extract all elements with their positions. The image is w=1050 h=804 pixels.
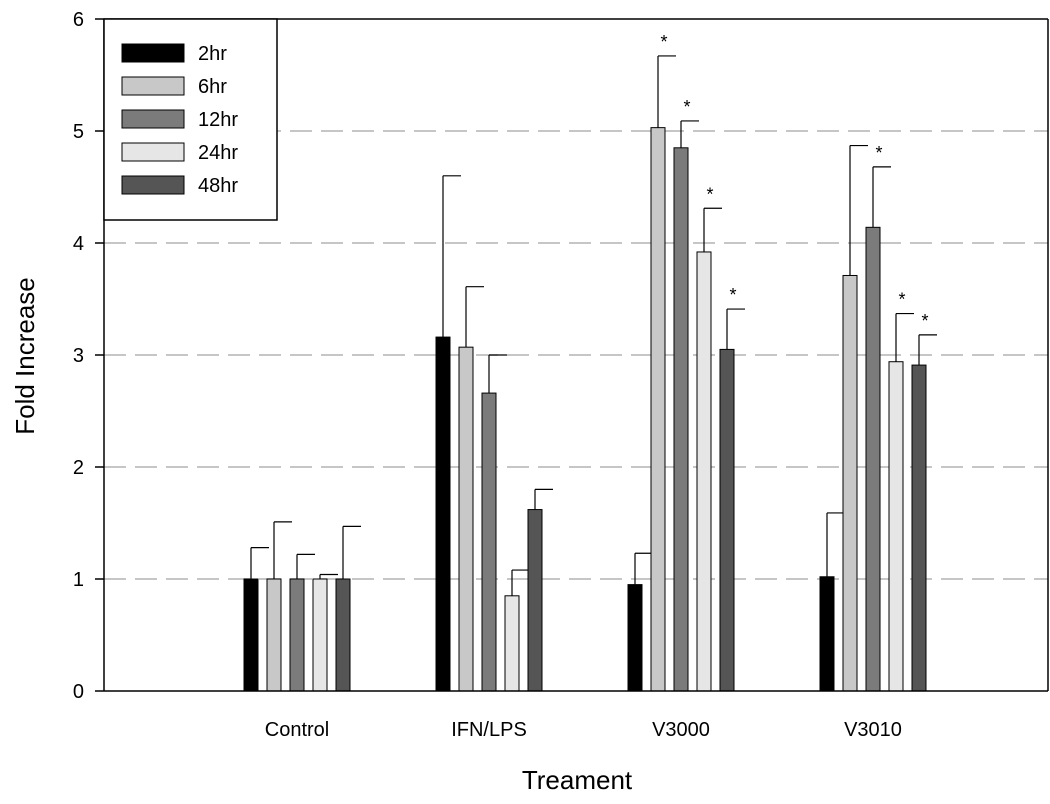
x-tick-label: V3000 xyxy=(652,719,710,741)
significance-marker: * xyxy=(706,184,713,204)
legend-swatch xyxy=(121,43,185,63)
labels-layer: * * * * * * * 0 1 2 3 4 5 6 Control IFN/LPS V3000 V3010 xyxy=(73,9,929,741)
legend: 2hr 6hr 12hr 24hr 48hr xyxy=(103,18,278,221)
significance-marker: * xyxy=(898,290,905,310)
bar-2hr-control xyxy=(243,578,259,692)
bar-2hr-ifn-lps xyxy=(435,336,451,692)
y-tick-label: 4 xyxy=(73,233,84,255)
bars-layer xyxy=(243,55,937,692)
bar-12hr-v3000 xyxy=(673,147,689,692)
bar-48hr-v3000 xyxy=(719,348,735,692)
y-tick-label: 2 xyxy=(73,457,84,479)
legend-swatch xyxy=(121,109,185,129)
bar-24hr-v3000 xyxy=(696,251,712,692)
x-tick-label: V3010 xyxy=(844,719,902,741)
bar-48hr-ifn-lps xyxy=(527,509,543,692)
legend-swatch xyxy=(121,142,185,162)
y-tick-label: 0 xyxy=(73,681,84,703)
significance-marker: * xyxy=(875,143,882,163)
legend-label: 24hr xyxy=(198,142,238,164)
legend-label: 6hr xyxy=(198,76,227,98)
y-tick-label: 3 xyxy=(73,345,84,367)
legend-label: 48hr xyxy=(198,175,238,197)
bar-24hr-control xyxy=(312,578,328,692)
legend-label: 2hr xyxy=(198,43,227,65)
significance-marker: * xyxy=(683,97,690,117)
bar-24hr-v3010 xyxy=(888,361,904,692)
bar-6hr-v3010 xyxy=(842,274,858,692)
x-tick-label: IFN/LPS xyxy=(451,719,527,741)
significance-marker: * xyxy=(729,285,736,305)
y-tick-label: 6 xyxy=(73,9,84,31)
bar-2hr-v3010 xyxy=(819,576,835,692)
x-axis-title: Treament xyxy=(522,765,633,795)
y-axis-title: Fold Increase xyxy=(10,277,40,435)
bar-48hr-control xyxy=(335,578,351,692)
x-tick-label: Control xyxy=(265,719,329,741)
y-tick-label: 5 xyxy=(73,121,84,143)
significance-marker: * xyxy=(660,32,667,52)
bar-6hr-control xyxy=(266,578,282,692)
legend-swatch xyxy=(121,175,185,195)
legend-swatch xyxy=(121,76,185,96)
bar-24hr-ifn-lps xyxy=(504,595,520,692)
bar-2hr-v3000 xyxy=(627,584,643,692)
bar-6hr-ifn-lps xyxy=(458,346,474,692)
bar-48hr-v3010 xyxy=(911,364,927,692)
legend-label: 12hr xyxy=(198,109,238,131)
bar-12hr-v3010 xyxy=(865,226,881,692)
bar-6hr-v3000 xyxy=(650,127,666,692)
significance-marker: * xyxy=(921,311,928,331)
bar-12hr-ifn-lps xyxy=(481,392,497,692)
bar-12hr-control xyxy=(289,578,305,692)
y-tick-label: 1 xyxy=(73,569,84,591)
